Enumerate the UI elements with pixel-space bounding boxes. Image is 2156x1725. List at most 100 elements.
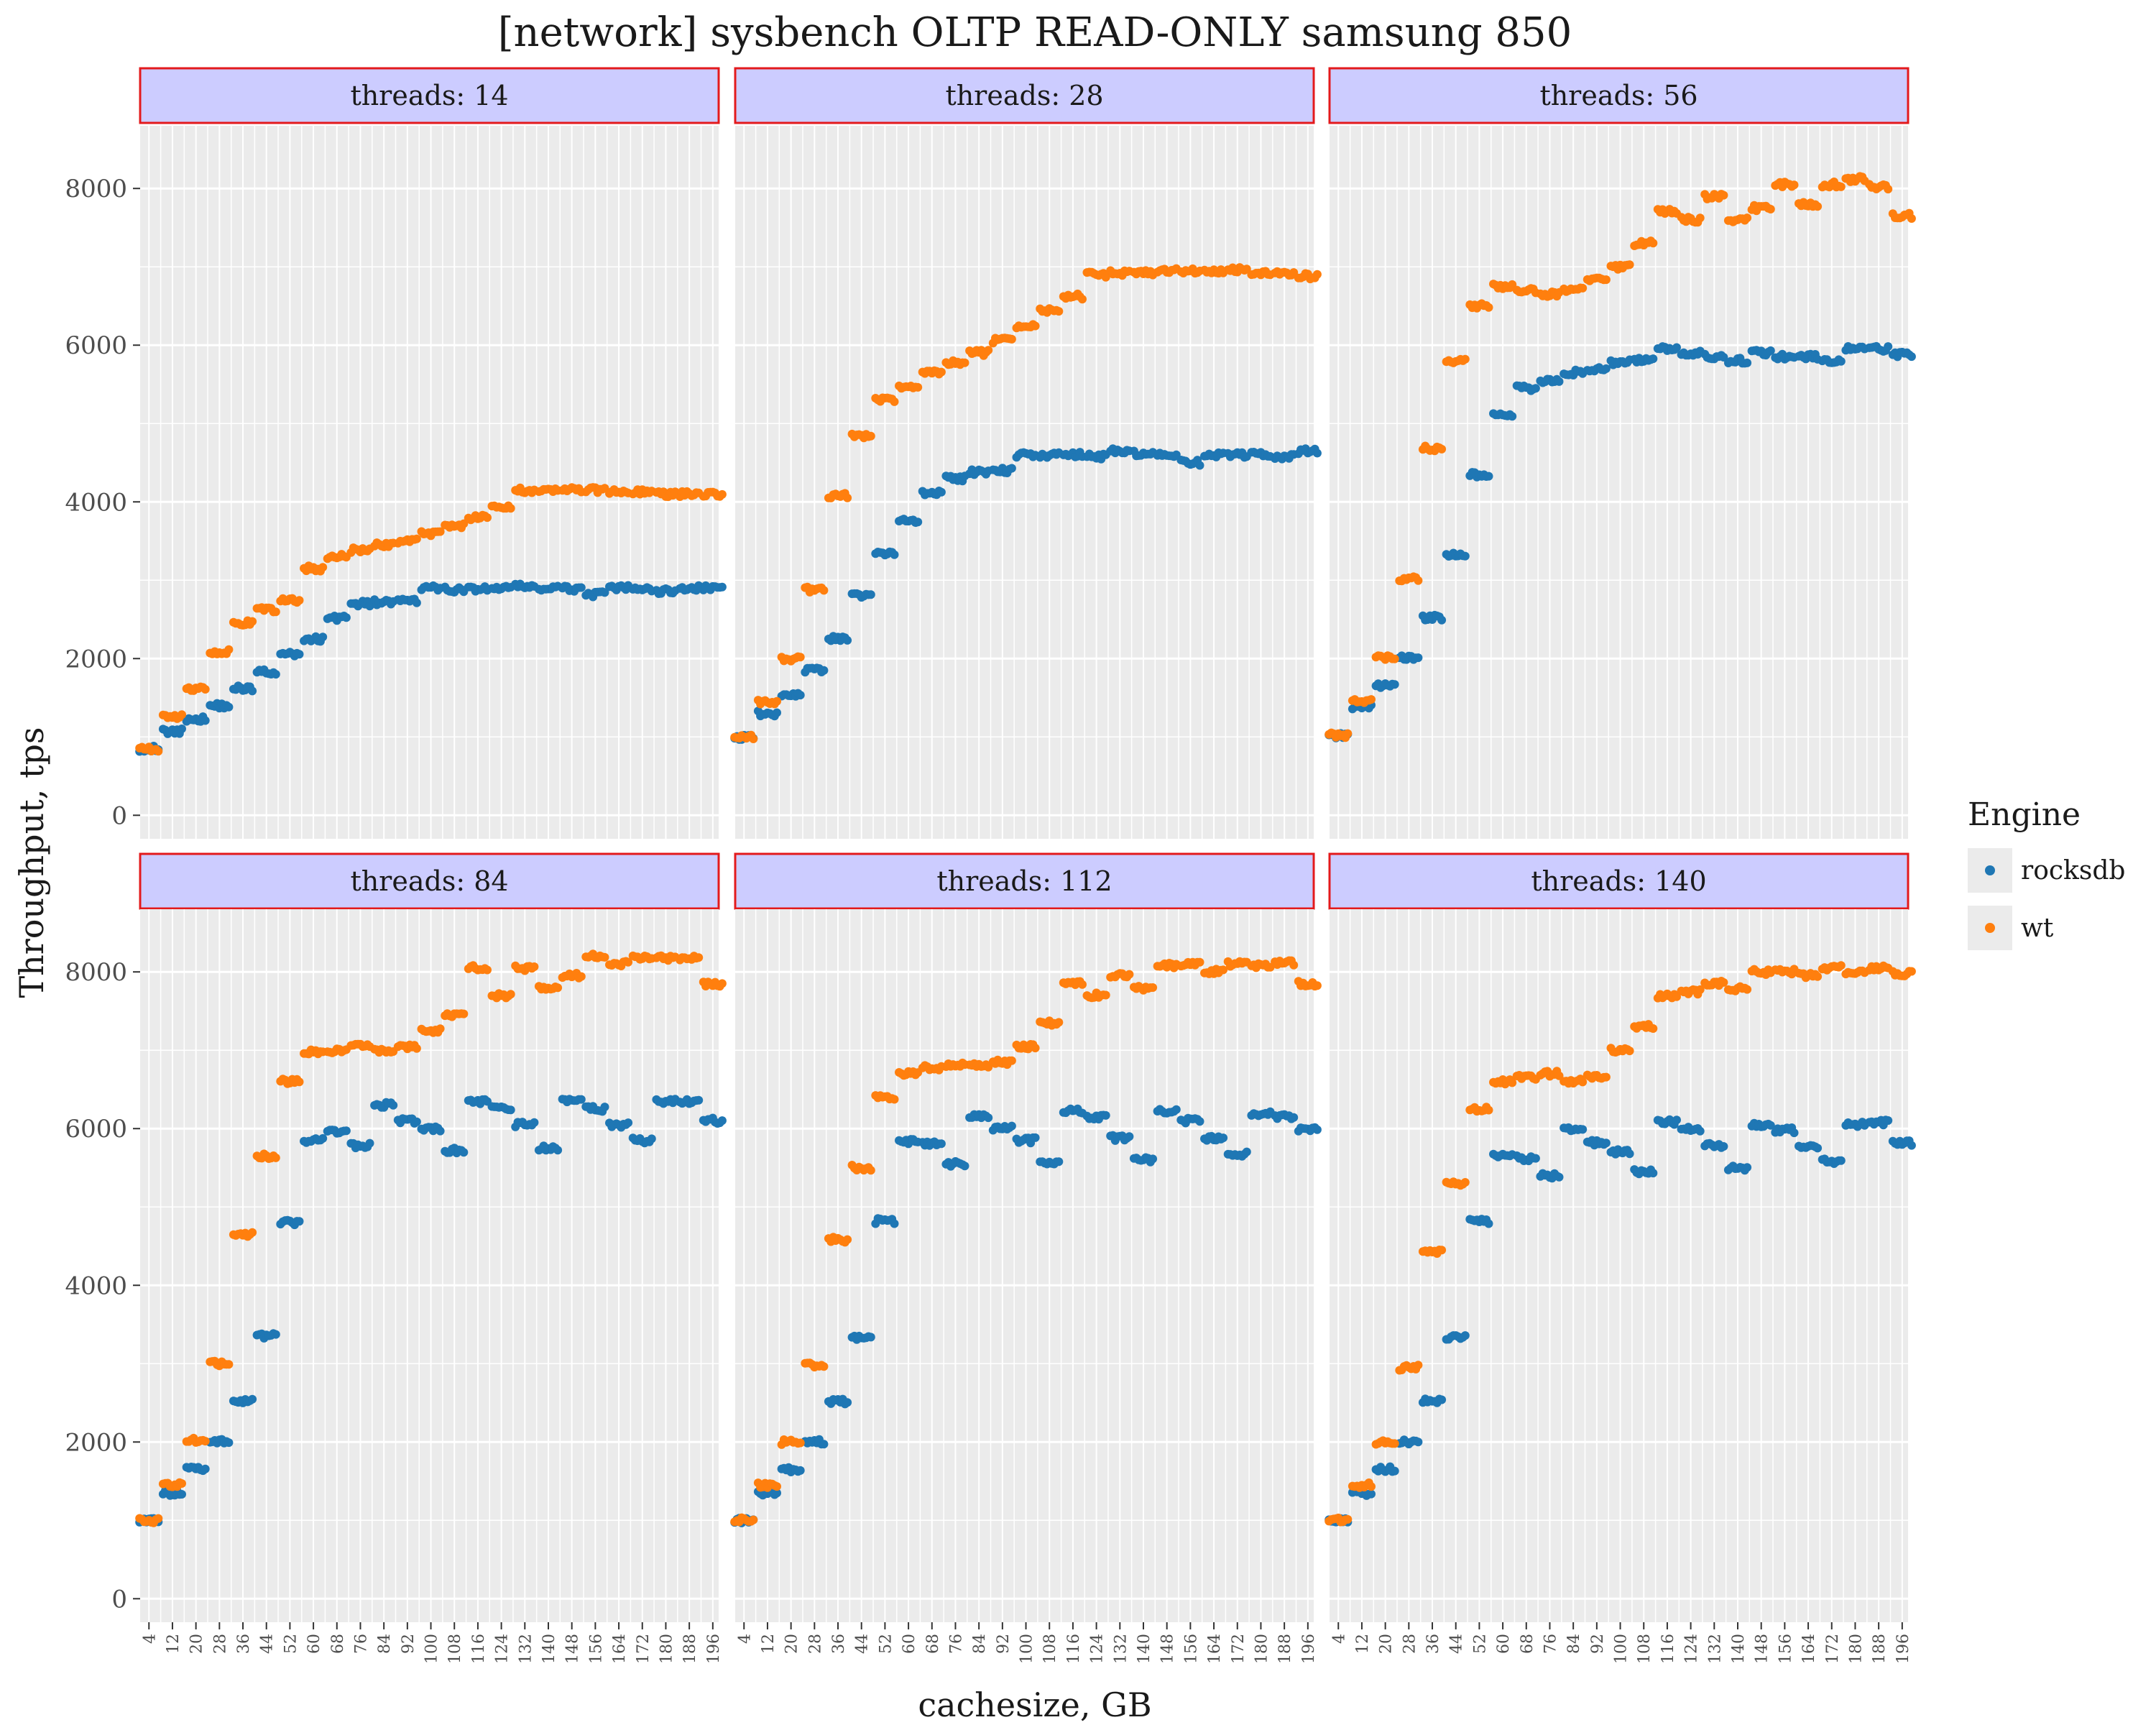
data-point bbox=[1414, 1361, 1423, 1370]
data-point bbox=[1289, 1113, 1299, 1122]
data-point bbox=[1031, 1133, 1040, 1142]
data-point bbox=[1367, 695, 1376, 704]
x-tick-label: 68 bbox=[329, 1634, 347, 1654]
data-point bbox=[1789, 1128, 1799, 1138]
data-point bbox=[201, 1437, 210, 1446]
y-tick-label: 2000 bbox=[65, 1428, 127, 1457]
y-tick-label: 0 bbox=[111, 801, 127, 830]
x-tick-label: 4 bbox=[1330, 1634, 1348, 1644]
data-point bbox=[1437, 1395, 1447, 1404]
x-tick-label: 20 bbox=[1378, 1634, 1396, 1654]
data-point bbox=[1695, 985, 1705, 994]
x-tick-label: 132 bbox=[517, 1634, 535, 1664]
x-tick-label: 92 bbox=[1589, 1634, 1607, 1654]
data-point bbox=[843, 1398, 852, 1407]
data-point bbox=[1578, 1077, 1588, 1087]
data-point bbox=[890, 1095, 899, 1104]
x-tick-label: 116 bbox=[1659, 1634, 1677, 1664]
data-point bbox=[773, 696, 781, 706]
data-point bbox=[694, 1095, 704, 1105]
legend-label: wt bbox=[2021, 914, 2054, 943]
x-tick-label: 36 bbox=[830, 1634, 848, 1654]
facet-strip-label: threads: 84 bbox=[350, 865, 508, 897]
plot-background bbox=[735, 909, 1314, 1622]
x-tick-label: 196 bbox=[1300, 1634, 1318, 1664]
x-tick-label: 20 bbox=[783, 1634, 801, 1654]
facet-panel: threads: 28 bbox=[730, 67, 1322, 839]
data-point bbox=[201, 1464, 210, 1473]
data-point bbox=[341, 613, 351, 622]
x-tick-label: 84 bbox=[1565, 1634, 1583, 1654]
data-point bbox=[1007, 1056, 1016, 1065]
x-tick-label: 68 bbox=[924, 1634, 942, 1654]
data-point bbox=[1101, 1110, 1110, 1120]
data-point bbox=[1508, 1078, 1517, 1087]
data-point bbox=[1719, 353, 1728, 362]
data-point bbox=[866, 1166, 875, 1175]
facet-strip-label: threads: 112 bbox=[936, 865, 1112, 897]
data-point bbox=[694, 953, 704, 962]
data-point bbox=[436, 1126, 445, 1136]
data-point bbox=[890, 397, 899, 406]
facet-strip bbox=[734, 67, 1315, 124]
x-tick-label: 12 bbox=[1354, 1634, 1372, 1654]
series-wt bbox=[135, 483, 727, 756]
data-point bbox=[1836, 1156, 1846, 1165]
data-point bbox=[576, 972, 586, 981]
x-tick-label: 92 bbox=[400, 1634, 418, 1654]
data-point bbox=[1578, 1125, 1588, 1134]
data-point bbox=[506, 1105, 515, 1115]
x-tick-label: 60 bbox=[900, 1634, 918, 1654]
data-point bbox=[913, 382, 923, 392]
x-tick-label: 76 bbox=[1542, 1634, 1560, 1654]
x-tick-label: 124 bbox=[494, 1634, 512, 1664]
x-tick-label: 28 bbox=[806, 1634, 824, 1654]
data-point bbox=[936, 367, 946, 377]
data-point bbox=[1672, 992, 1681, 1001]
plot-background bbox=[140, 909, 719, 1622]
data-point bbox=[530, 1118, 539, 1127]
data-point bbox=[1219, 965, 1228, 975]
x-tick-label: 140 bbox=[1135, 1634, 1153, 1664]
facet-panel: threads: 84 0 2000 4000 6000 8000 4 12 20 28 36 44 5… bbox=[65, 852, 727, 1664]
x-tick-label: 12 bbox=[760, 1634, 778, 1654]
data-point bbox=[318, 632, 328, 642]
x-tick-label: 124 bbox=[1089, 1634, 1107, 1664]
y-tick-label: 8000 bbox=[65, 958, 127, 987]
facet-strip bbox=[1328, 67, 1909, 124]
x-tick-label: 68 bbox=[1519, 1634, 1537, 1654]
data-point bbox=[365, 1138, 374, 1148]
data-point bbox=[530, 962, 539, 971]
data-point bbox=[960, 358, 969, 367]
data-point bbox=[843, 493, 852, 502]
data-point bbox=[576, 583, 586, 592]
data-point bbox=[1531, 1154, 1540, 1163]
x-tick-label: 36 bbox=[235, 1634, 253, 1654]
data-point bbox=[1007, 1121, 1016, 1131]
data-point bbox=[1437, 1246, 1447, 1255]
data-point bbox=[1460, 354, 1470, 364]
series-wt bbox=[135, 949, 727, 1527]
data-point bbox=[1907, 214, 1916, 223]
x-tick-label: 116 bbox=[1065, 1634, 1083, 1664]
x-tick-label: 84 bbox=[376, 1634, 394, 1654]
y-tick-label: 0 bbox=[111, 1585, 127, 1614]
data-point bbox=[1907, 1141, 1916, 1150]
data-point bbox=[1578, 283, 1588, 293]
data-point bbox=[1312, 981, 1322, 990]
data-point bbox=[1766, 346, 1775, 355]
plot-background bbox=[1330, 909, 1908, 1622]
data-point bbox=[1414, 576, 1423, 585]
x-tick-label: 100 bbox=[1613, 1634, 1631, 1664]
data-point bbox=[178, 1479, 186, 1488]
data-point bbox=[819, 1440, 829, 1449]
data-point bbox=[248, 1394, 257, 1404]
y-tick-label: 4000 bbox=[65, 1271, 127, 1300]
data-point bbox=[1649, 354, 1658, 364]
x-tick-label: 4 bbox=[141, 1634, 159, 1644]
data-point bbox=[154, 1514, 163, 1523]
data-point bbox=[796, 691, 805, 700]
x-tick-label: 172 bbox=[1230, 1634, 1248, 1664]
data-point bbox=[1125, 970, 1134, 979]
